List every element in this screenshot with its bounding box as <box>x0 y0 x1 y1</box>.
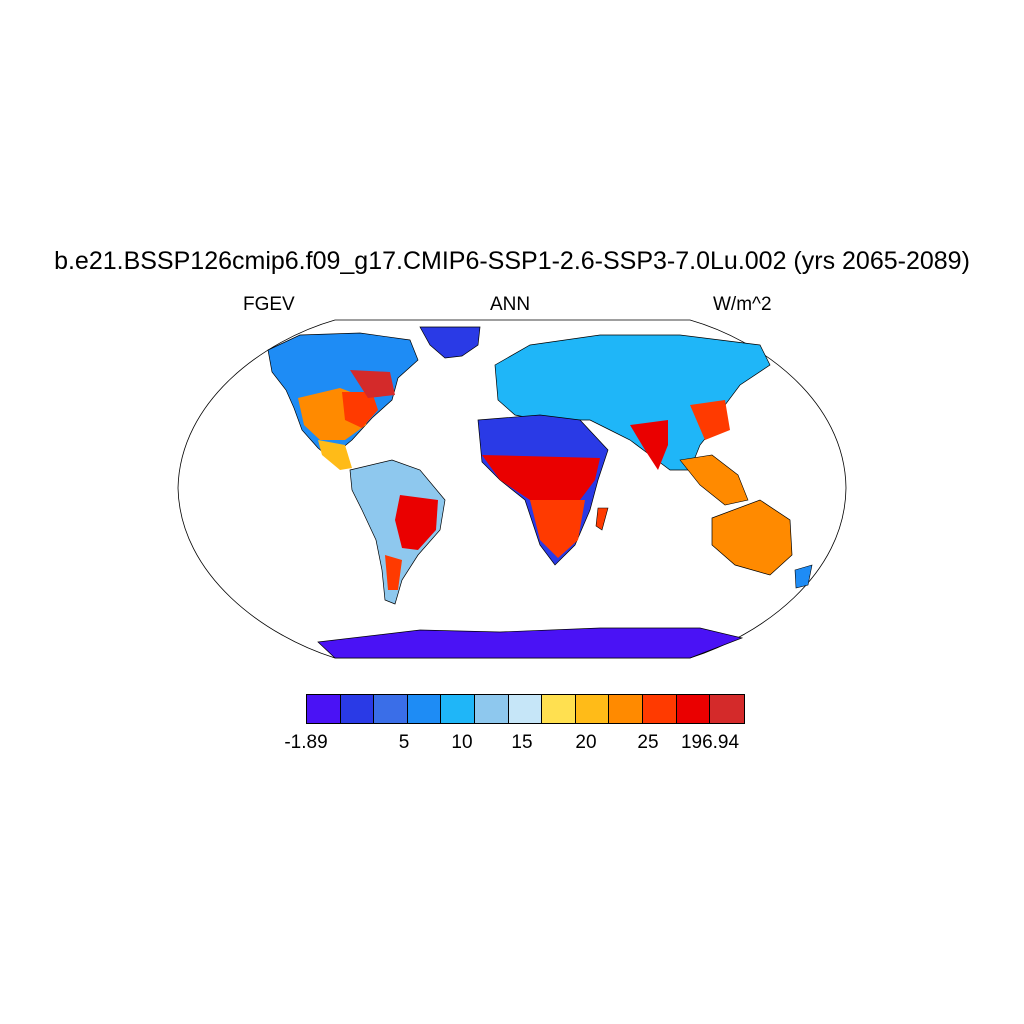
colorbar-tick-label: 196.94 <box>680 732 740 753</box>
colorbar-cell <box>441 695 475 723</box>
antarctica <box>317 627 744 659</box>
colorbar-cell <box>542 695 576 723</box>
colorbar-tick-label: 20 <box>575 732 597 753</box>
colorbar-cell <box>374 695 408 723</box>
greenland <box>419 326 481 359</box>
colorbar-tick-label: 5 <box>398 732 410 753</box>
colorbar-cell <box>676 695 711 723</box>
colorbar-tick-label: 15 <box>511 732 533 753</box>
africa-south <box>530 500 585 558</box>
colorbar-tick-label: 25 <box>637 732 659 753</box>
colorbar-cell <box>307 695 341 723</box>
australia <box>711 499 793 576</box>
colorbar-tick-label: -1.89 <box>284 732 328 753</box>
colorbar-cell <box>340 695 375 723</box>
season-label: ANN <box>490 294 531 315</box>
units-label: W/m^2 <box>713 294 772 315</box>
se-asia <box>679 454 749 506</box>
south-america <box>349 459 446 605</box>
madagascar <box>595 507 609 531</box>
colorbar-cell <box>508 695 543 723</box>
colorbar-cell <box>474 695 509 723</box>
na-east-usa <box>342 392 378 428</box>
colorbar-cell <box>642 695 677 723</box>
variable-label: FGEV <box>243 294 295 315</box>
sa-brazil <box>395 495 438 550</box>
east-china <box>690 400 730 440</box>
colorbar-tick-label: 10 <box>451 732 473 753</box>
na-hudson-red <box>350 370 395 398</box>
africa-sahel <box>482 455 600 500</box>
map-title: b.e21.BSSP126cmip6.f09_g17.CMIP6-SSP1-2.… <box>54 247 970 275</box>
colorbar-cell <box>407 695 442 723</box>
colorbar-cell <box>609 695 643 723</box>
new-zealand <box>794 564 813 589</box>
colorbar-cell <box>710 695 744 723</box>
colorbar <box>306 694 745 724</box>
colorbar-cell <box>575 695 610 723</box>
na-mexico <box>318 440 352 470</box>
india <box>630 420 668 470</box>
sa-south <box>385 555 402 590</box>
